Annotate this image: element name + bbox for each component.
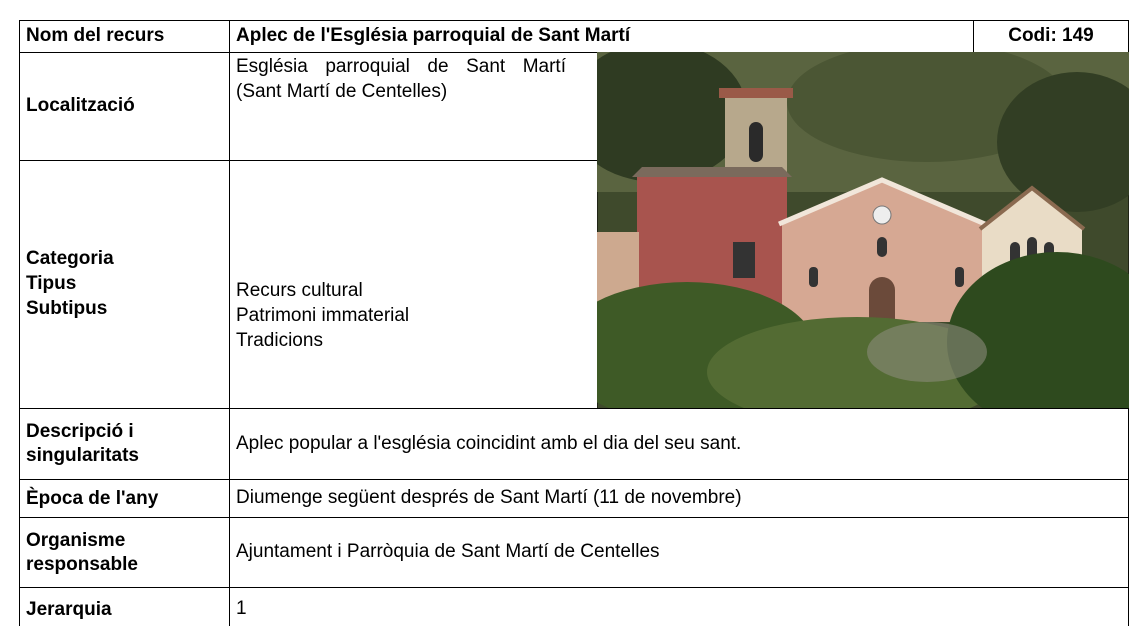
class-label: Subtipus — [26, 297, 108, 319]
row-value: Diumenge següent després de Sant Martí (… — [229, 479, 1129, 518]
class-value: Recurs cultural — [236, 280, 363, 302]
row-label: Organisme responsable — [19, 517, 230, 588]
class-value-cell: Recurs cultural Patrimoni immaterial Tradi… — [229, 160, 598, 409]
class-values: Recurs cultural Patrimoni immaterial Tradi… — [236, 279, 409, 353]
class-value: Tradicions — [236, 329, 323, 351]
class-label: Categoria — [26, 248, 114, 270]
header-title: Aplec de l'Església parroquial de Sant M… — [229, 20, 974, 53]
class-value: Patrimoni immaterial — [236, 305, 410, 327]
row-value: 1 — [229, 587, 1129, 626]
row-label: Jerarquia — [19, 587, 230, 626]
header-code: Codi: 149 — [973, 20, 1129, 53]
location-label: Localització — [19, 52, 230, 161]
location-value: Església parroquial de Sant Martí (Sant … — [236, 56, 566, 102]
row-value: Aplec popular a l'església coincidint am… — [229, 408, 1129, 480]
header-label: Nom del recurs — [19, 20, 230, 53]
row-label: Descripció i singularitats — [19, 408, 230, 480]
row-value: Ajuntament i Parròquia de Sant Martí de … — [229, 517, 1129, 588]
church-photo — [597, 52, 1129, 409]
location-cell: Església parroquial de Sant Martí (Sant … — [229, 52, 598, 161]
class-label-cell: Categoria Tipus Subtipus — [19, 160, 230, 409]
class-labels: Categoria Tipus Subtipus — [26, 247, 114, 321]
row-label: Època de l'any — [19, 479, 230, 518]
class-label: Tipus — [26, 273, 77, 295]
